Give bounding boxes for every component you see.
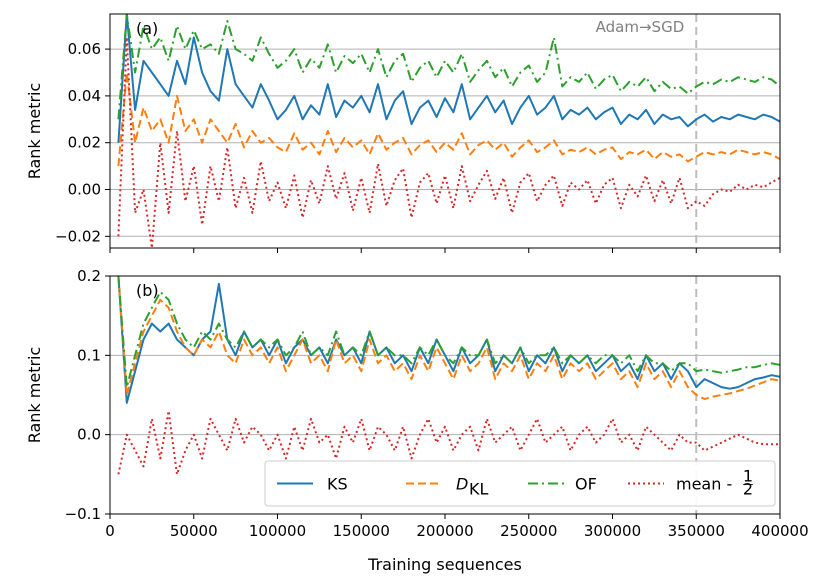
y-tick-label: 0.00 bbox=[68, 181, 101, 199]
legend-label-of: OF bbox=[575, 475, 597, 494]
y-tick-label: 0.1 bbox=[77, 346, 101, 364]
x-tick-label: 150000 bbox=[333, 522, 390, 540]
series-line-0 bbox=[117, 276, 780, 404]
y-axis-title: Rank metric bbox=[25, 347, 44, 444]
y-axis-title: Rank metric bbox=[25, 83, 44, 180]
y-tick-label: 0.02 bbox=[68, 134, 101, 152]
legend-label-dkl: D bbox=[456, 475, 468, 494]
legend-label-dkl-subscript: KL bbox=[469, 480, 488, 499]
series-line-2 bbox=[117, 14, 780, 120]
legend: KS D KL OF mean - 12 bbox=[264, 460, 776, 507]
panel-b: 0 50000 100000 150000 200000 250000 300000 3500… bbox=[25, 267, 809, 540]
series-line-0 bbox=[117, 14, 780, 143]
series-line-3 bbox=[117, 36, 780, 248]
x-tick-label: 200000 bbox=[416, 522, 473, 540]
panel-label: (b) bbox=[136, 281, 159, 300]
legend-fraction-denominator: 2 bbox=[743, 480, 753, 499]
x-tick-label: 300000 bbox=[584, 522, 641, 540]
series-line-1 bbox=[117, 276, 780, 400]
y-tick-label: −0.02 bbox=[55, 227, 101, 245]
legend-box bbox=[264, 460, 776, 507]
legend-fraction-numerator: 1 bbox=[743, 467, 753, 486]
x-tick-label: 50000 bbox=[170, 522, 218, 540]
series-line-2 bbox=[117, 276, 780, 389]
y-tick-label: 0.04 bbox=[68, 87, 101, 105]
series-line-3 bbox=[117, 409, 780, 476]
x-tick-label: 350000 bbox=[668, 522, 725, 540]
y-tick-label: 0.0 bbox=[77, 426, 101, 444]
y-tick-label: 0.06 bbox=[68, 40, 101, 58]
x-axis-title: Training sequences bbox=[367, 555, 522, 574]
x-tick-label: 100000 bbox=[249, 522, 306, 540]
x-tick-label: 0 bbox=[105, 522, 115, 540]
panel-a: Adam→SGD −0.02 0.00 0.02 0.04 0.06 Rank metric… bbox=[25, 13, 781, 253]
x-tick-label: 400000 bbox=[751, 522, 808, 540]
legend-label-ks: KS bbox=[327, 475, 348, 494]
x-tick-label: 250000 bbox=[500, 522, 557, 540]
y-tick-label: −0.1 bbox=[65, 505, 101, 523]
legend-label-mean: mean - bbox=[676, 475, 732, 494]
panel-label: (a) bbox=[136, 19, 158, 38]
y-tick-label: 0.2 bbox=[77, 267, 101, 285]
switch-annotation: Adam→SGD bbox=[596, 18, 685, 36]
series-line-1 bbox=[117, 71, 780, 167]
